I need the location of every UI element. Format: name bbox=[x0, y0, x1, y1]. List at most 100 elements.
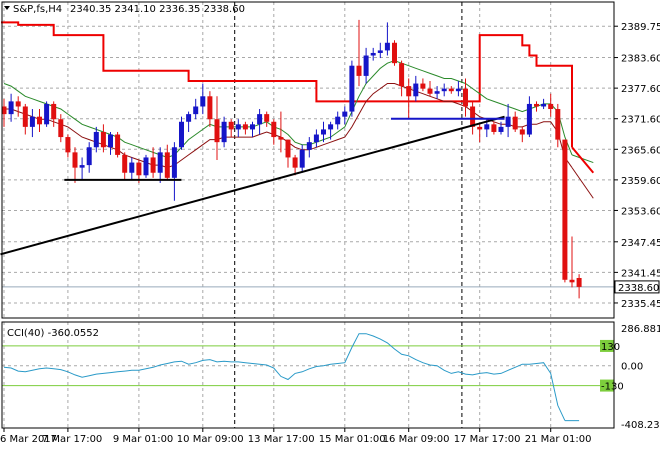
time-tick-label: 7 Mar 17:00 bbox=[42, 434, 102, 445]
candle-body bbox=[129, 162, 135, 173]
candle-body bbox=[122, 154, 128, 173]
candle-body bbox=[363, 55, 369, 76]
candle-body bbox=[108, 134, 113, 148]
symbol-label: S&P,fs,H4 bbox=[13, 4, 62, 15]
candle-body bbox=[463, 88, 468, 107]
cci-level-label: -130 bbox=[601, 382, 624, 393]
candle-body bbox=[548, 103, 554, 110]
candle-body bbox=[349, 65, 355, 112]
candle-body bbox=[37, 116, 42, 125]
cci-line bbox=[3, 333, 566, 421]
time-tick-label: 13 Mar 17:00 bbox=[248, 434, 315, 445]
candles bbox=[1, 19, 582, 299]
candle-body bbox=[555, 109, 561, 140]
candle-body bbox=[150, 157, 156, 173]
candle-body bbox=[526, 103, 532, 135]
candle-body bbox=[207, 96, 213, 120]
candle-body bbox=[335, 116, 341, 125]
cci-label: CCI(40) -360.0552 bbox=[7, 328, 99, 339]
candle-body bbox=[562, 139, 568, 280]
time-tick-label: 6 Mar 2017 bbox=[0, 434, 57, 445]
candle-body bbox=[498, 126, 504, 132]
candle-body bbox=[342, 111, 348, 117]
candle-body bbox=[136, 162, 142, 176]
candle-body bbox=[58, 119, 64, 138]
candle-body bbox=[242, 124, 248, 130]
candle-body bbox=[491, 124, 497, 132]
candle-body bbox=[278, 137, 284, 140]
candle-body bbox=[434, 91, 440, 94]
rising-trendline bbox=[0, 115, 505, 256]
candle-body bbox=[65, 137, 71, 153]
candle-body bbox=[299, 149, 305, 168]
candle-body bbox=[448, 88, 454, 92]
fast-moving-average bbox=[3, 60, 573, 159]
time-tick-label: 10 Mar 09:00 bbox=[177, 434, 244, 445]
candle-body bbox=[512, 116, 518, 130]
candle-body bbox=[420, 83, 426, 89]
candle-body bbox=[505, 116, 511, 127]
candle-body bbox=[8, 101, 14, 115]
candle-body bbox=[200, 96, 206, 107]
candle-body bbox=[534, 103, 539, 107]
candle-body bbox=[427, 88, 433, 94]
candle-body bbox=[164, 152, 170, 178]
price-tick-label: 2335.45 bbox=[621, 299, 660, 310]
candle-body bbox=[44, 103, 50, 125]
time-tick-label: 17 Mar 17:00 bbox=[454, 434, 521, 445]
price-tick-label: 2365.60 bbox=[621, 145, 660, 156]
price-tick-label: 2383.60 bbox=[621, 54, 660, 65]
price-tick-label: 2371.60 bbox=[621, 115, 660, 126]
time-tick-label: 21 Mar 01:00 bbox=[525, 434, 592, 445]
candle-body bbox=[271, 121, 277, 138]
candle-body bbox=[477, 126, 483, 130]
cci-frame bbox=[1, 321, 615, 429]
candle-body bbox=[15, 101, 21, 107]
candle-body bbox=[22, 106, 28, 127]
chart-menu-triangle-icon[interactable] bbox=[4, 6, 10, 10]
candle-body bbox=[377, 50, 383, 53]
price-tick-label: 2353.60 bbox=[621, 206, 660, 217]
price-tick-label: 2347.45 bbox=[621, 238, 660, 249]
cci-level-box bbox=[600, 379, 614, 392]
price-tick-label: 2341.45 bbox=[621, 268, 660, 279]
cci-axis-label: 286.8815 bbox=[621, 324, 660, 335]
candle-body bbox=[455, 88, 461, 92]
candle-body bbox=[157, 152, 163, 173]
candle-body bbox=[399, 63, 405, 87]
candle-body bbox=[321, 129, 326, 135]
candle-body bbox=[86, 147, 92, 166]
candle-body bbox=[264, 114, 270, 122]
candle-body bbox=[221, 121, 227, 143]
candle-body bbox=[1, 106, 7, 115]
candle-body bbox=[115, 134, 121, 155]
candle-body bbox=[171, 147, 177, 178]
stop-line-tail bbox=[571, 146, 595, 174]
candle-body bbox=[285, 139, 291, 158]
candle-body bbox=[143, 157, 149, 176]
candle-body bbox=[370, 52, 376, 56]
trend-lines bbox=[0, 115, 505, 256]
price-tick-label: 2359.60 bbox=[621, 176, 660, 187]
candle-body bbox=[214, 119, 220, 143]
candle-body bbox=[484, 124, 490, 130]
cci-axis-label: -408.2395 bbox=[621, 420, 660, 431]
candle-body bbox=[72, 152, 78, 168]
candle-body bbox=[100, 131, 106, 148]
slow-moving-average-tail bbox=[571, 167, 594, 199]
candle-body bbox=[29, 116, 35, 127]
candle-body bbox=[519, 129, 525, 135]
candle-body bbox=[470, 106, 476, 127]
candle-body bbox=[193, 106, 199, 115]
candle-body bbox=[541, 103, 547, 107]
candle-body bbox=[328, 124, 334, 130]
candle-body bbox=[257, 114, 263, 125]
candle-body bbox=[384, 42, 390, 51]
ohlc-values: 2340.35 2341.10 2336.35 2338.60 bbox=[70, 4, 245, 15]
candle-body bbox=[93, 131, 99, 148]
candle-body bbox=[306, 142, 312, 150]
candle-body bbox=[292, 157, 298, 168]
candle-body bbox=[569, 279, 575, 283]
time-tick-label: 16 Mar 09:00 bbox=[383, 434, 450, 445]
